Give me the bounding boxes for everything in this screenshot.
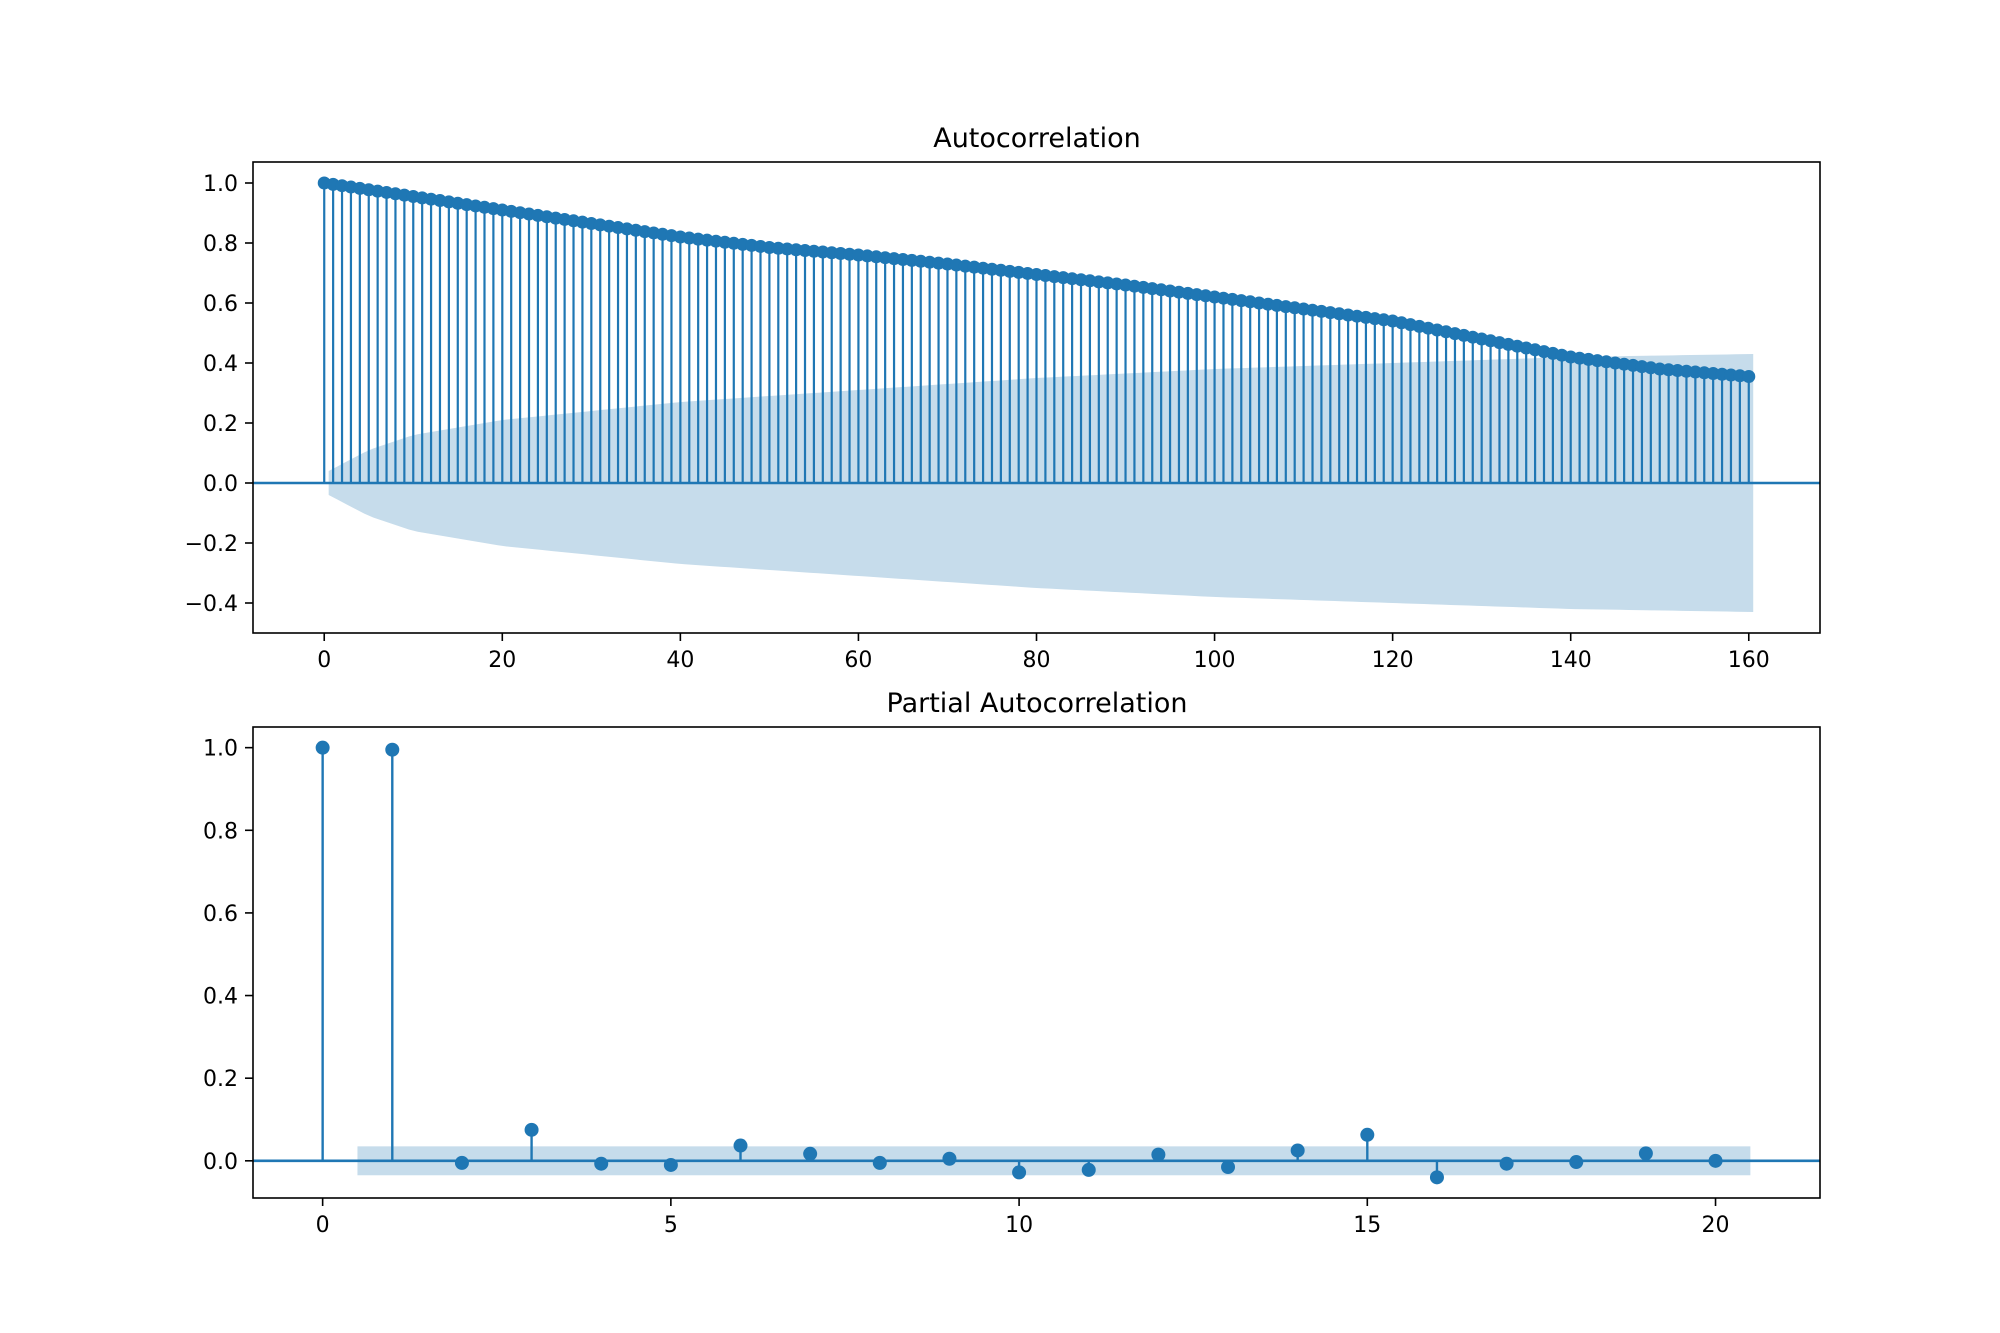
pacf-point (1360, 1127, 1375, 1142)
acf-x-axis: 0 20 40 60 80 100 120 140 160 (317, 633, 1770, 673)
pacf-point (1081, 1162, 1096, 1177)
acf-point (1742, 370, 1756, 383)
acf-panel: Autocorrelation 0 20 40 60 80 100 120 140 160 −0… (185, 123, 1821, 673)
pacf-x-tick-label: 0 (316, 1213, 330, 1238)
pacf-point (1499, 1156, 1514, 1171)
acf-y-tick-label: 0.6 (203, 292, 238, 317)
pacf-stems (315, 740, 1723, 1185)
pacf-y-tick-label: 0.4 (203, 985, 238, 1010)
pacf-x-tick-label: 20 (1702, 1213, 1730, 1238)
acf-y-tick-label: 0.2 (203, 412, 238, 437)
pacf-point (1012, 1165, 1027, 1180)
pacf-y-axis: 0.0 0.2 0.4 0.6 0.8 1.0 (203, 737, 253, 1175)
pacf-x-tick-label: 5 (664, 1213, 678, 1238)
acf-y-tick-label: 0.4 (203, 352, 238, 377)
pacf-title: Partial Autocorrelation (887, 688, 1188, 719)
pacf-point (1429, 1170, 1444, 1185)
acf-x-tick-label: 160 (1728, 648, 1770, 673)
acf-title: Autocorrelation (933, 123, 1141, 154)
pacf-point (1221, 1160, 1236, 1175)
pacf-panel: Partial Autocorrelation 0 5 10 15 20 0.00.20… (203, 688, 1821, 1238)
acf-x-tick-label: 20 (488, 648, 516, 673)
acf-x-tick-label: 140 (1550, 648, 1592, 673)
acf-x-tick-label: 0 (317, 648, 331, 673)
pacf-y-tick-label: 1.0 (203, 737, 238, 762)
acf-y-tick-label: −0.2 (185, 532, 238, 557)
pacf-x-axis: 0 5 10 15 20 (316, 1198, 1730, 1238)
pacf-point (315, 740, 330, 755)
acf-x-tick-label: 80 (1023, 648, 1051, 673)
acf-x-tick-label: 60 (844, 648, 872, 673)
pacf-point (385, 742, 400, 757)
acf-y-tick-label: 0.0 (203, 472, 238, 497)
pacf-plot-frame (252, 726, 1821, 1199)
pacf-point (803, 1146, 818, 1161)
acf-x-tick-label: 100 (1194, 648, 1236, 673)
pacf-point (942, 1151, 957, 1166)
acf-y-tick-label: 0.8 (203, 232, 238, 257)
pacf-y-tick-label: 0.0 (203, 1150, 238, 1175)
acf-x-tick-label: 40 (666, 648, 694, 673)
acf-y-axis: −0.4 −0.2 0.0 0.2 0.4 0.6 0.8 1.0 (185, 172, 253, 617)
pacf-point (1638, 1146, 1653, 1161)
pacf-x-tick-label: 10 (1005, 1213, 1033, 1238)
pacf-y-tick-label: 0.6 (203, 902, 238, 927)
pacf-point (1290, 1143, 1305, 1158)
acf-x-tick-label: 120 (1372, 648, 1414, 673)
pacf-point (872, 1155, 887, 1170)
acf-y-tick-label: −0.4 (185, 592, 238, 617)
pacf-y-tick-label: 0.2 (203, 1067, 238, 1092)
acf-y-tick-label: 1.0 (203, 172, 238, 197)
pacf-point (524, 1122, 539, 1137)
pacf-point (733, 1138, 748, 1153)
pacf-point (454, 1155, 469, 1170)
pacf-point (1151, 1147, 1166, 1162)
pacf-y-tick-label: 0.8 (203, 819, 238, 844)
pacf-point (594, 1156, 609, 1171)
acf-stems (317, 176, 1756, 483)
pacf-x-tick-label: 15 (1353, 1213, 1381, 1238)
